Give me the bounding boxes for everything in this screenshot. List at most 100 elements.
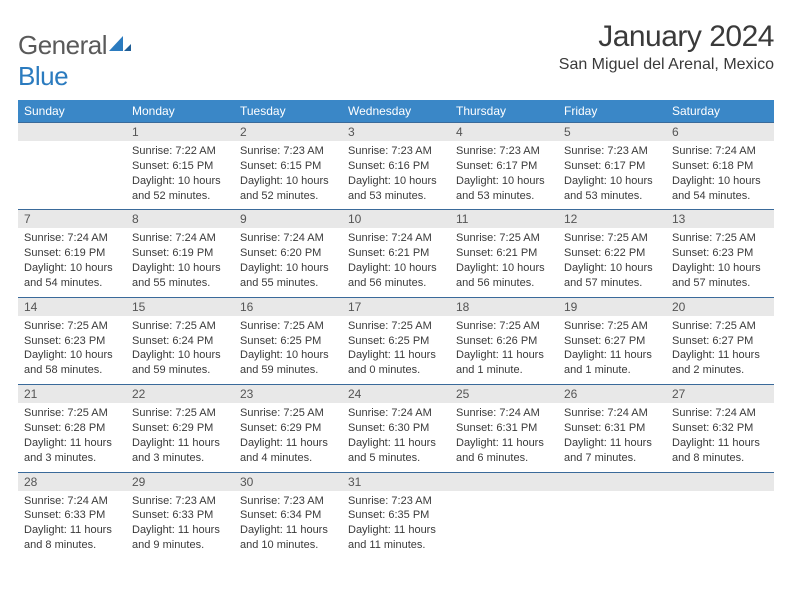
day-info: Sunrise: 7:25 AMSunset: 6:29 PMDaylight:…	[126, 403, 234, 471]
calendar-day-cell: 7Sunrise: 7:24 AMSunset: 6:19 PMDaylight…	[18, 210, 126, 297]
sunrise-line: Sunrise: 7:22 AM	[132, 144, 228, 159]
sunrise-line: Sunrise: 7:25 AM	[456, 231, 552, 246]
calendar-table: SundayMondayTuesdayWednesdayThursdayFrid…	[18, 100, 774, 559]
weekday-header-row: SundayMondayTuesdayWednesdayThursdayFrid…	[18, 100, 774, 123]
sunset-line: Sunset: 6:18 PM	[672, 159, 768, 174]
day-number: 27	[666, 385, 774, 403]
calendar-day-cell: 17Sunrise: 7:25 AMSunset: 6:25 PMDayligh…	[342, 297, 450, 384]
daylight-line: Daylight: 11 hours and 1 minute.	[564, 348, 660, 378]
day-info: Sunrise: 7:25 AMSunset: 6:27 PMDaylight:…	[666, 316, 774, 384]
day-info: Sunrise: 7:23 AMSunset: 6:17 PMDaylight:…	[450, 141, 558, 209]
sunset-line: Sunset: 6:23 PM	[672, 246, 768, 261]
day-number: 23	[234, 385, 342, 403]
calendar-day-cell: 14Sunrise: 7:25 AMSunset: 6:23 PMDayligh…	[18, 297, 126, 384]
sunrise-line: Sunrise: 7:24 AM	[240, 231, 336, 246]
day-info: Sunrise: 7:25 AMSunset: 6:23 PMDaylight:…	[666, 228, 774, 296]
sunrise-line: Sunrise: 7:24 AM	[672, 144, 768, 159]
sunrise-line: Sunrise: 7:24 AM	[132, 231, 228, 246]
calendar-day-cell: 9Sunrise: 7:24 AMSunset: 6:20 PMDaylight…	[234, 210, 342, 297]
sunset-line: Sunset: 6:31 PM	[456, 421, 552, 436]
day-number: 18	[450, 298, 558, 316]
daylight-line: Daylight: 11 hours and 11 minutes.	[348, 523, 444, 553]
day-info: Sunrise: 7:25 AMSunset: 6:25 PMDaylight:…	[234, 316, 342, 384]
daylight-line: Daylight: 11 hours and 10 minutes.	[240, 523, 336, 553]
sunset-line: Sunset: 6:26 PM	[456, 334, 552, 349]
weekday-header: Wednesday	[342, 100, 450, 123]
day-info: Sunrise: 7:24 AMSunset: 6:19 PMDaylight:…	[18, 228, 126, 296]
sunset-line: Sunset: 6:27 PM	[672, 334, 768, 349]
sunset-line: Sunset: 6:25 PM	[240, 334, 336, 349]
daylight-line: Daylight: 10 hours and 53 minutes.	[564, 174, 660, 204]
sunset-line: Sunset: 6:20 PM	[240, 246, 336, 261]
daylight-line: Daylight: 11 hours and 8 minutes.	[672, 436, 768, 466]
calendar-empty-cell	[450, 472, 558, 559]
calendar-day-cell: 28Sunrise: 7:24 AMSunset: 6:33 PMDayligh…	[18, 472, 126, 559]
location-subtitle: San Miguel del Arenal, Mexico	[559, 56, 774, 74]
day-info: Sunrise: 7:24 AMSunset: 6:30 PMDaylight:…	[342, 403, 450, 471]
sunrise-line: Sunrise: 7:23 AM	[564, 144, 660, 159]
day-info: Sunrise: 7:25 AMSunset: 6:24 PMDaylight:…	[126, 316, 234, 384]
calendar-day-cell: 8Sunrise: 7:24 AMSunset: 6:19 PMDaylight…	[126, 210, 234, 297]
calendar-day-cell: 15Sunrise: 7:25 AMSunset: 6:24 PMDayligh…	[126, 297, 234, 384]
sunset-line: Sunset: 6:33 PM	[132, 508, 228, 523]
calendar-day-cell: 31Sunrise: 7:23 AMSunset: 6:35 PMDayligh…	[342, 472, 450, 559]
brand-name-part2: Blue	[18, 61, 68, 91]
day-number: 29	[126, 473, 234, 491]
weekday-header: Friday	[558, 100, 666, 123]
day-number: 9	[234, 210, 342, 228]
calendar-empty-cell	[558, 472, 666, 559]
day-number: 12	[558, 210, 666, 228]
day-info: Sunrise: 7:25 AMSunset: 6:21 PMDaylight:…	[450, 228, 558, 296]
sunset-line: Sunset: 6:17 PM	[456, 159, 552, 174]
daylight-line: Daylight: 10 hours and 57 minutes.	[672, 261, 768, 291]
calendar-day-cell: 13Sunrise: 7:25 AMSunset: 6:23 PMDayligh…	[666, 210, 774, 297]
daylight-line: Daylight: 11 hours and 8 minutes.	[24, 523, 120, 553]
weekday-header: Monday	[126, 100, 234, 123]
day-number	[666, 473, 774, 491]
daylight-line: Daylight: 10 hours and 55 minutes.	[240, 261, 336, 291]
sunset-line: Sunset: 6:29 PM	[132, 421, 228, 436]
calendar-day-cell: 4Sunrise: 7:23 AMSunset: 6:17 PMDaylight…	[450, 123, 558, 210]
day-number: 15	[126, 298, 234, 316]
day-number: 19	[558, 298, 666, 316]
sunset-line: Sunset: 6:27 PM	[564, 334, 660, 349]
day-info: Sunrise: 7:24 AMSunset: 6:21 PMDaylight:…	[342, 228, 450, 296]
day-info: Sunrise: 7:25 AMSunset: 6:28 PMDaylight:…	[18, 403, 126, 471]
sunrise-line: Sunrise: 7:23 AM	[456, 144, 552, 159]
daylight-line: Daylight: 10 hours and 57 minutes.	[564, 261, 660, 291]
sunset-line: Sunset: 6:21 PM	[348, 246, 444, 261]
brand-name-part1: General	[18, 30, 107, 60]
day-number: 13	[666, 210, 774, 228]
brand-sail-icon	[109, 30, 131, 61]
daylight-line: Daylight: 11 hours and 3 minutes.	[24, 436, 120, 466]
calendar-empty-cell	[18, 123, 126, 210]
day-number: 11	[450, 210, 558, 228]
sunset-line: Sunset: 6:30 PM	[348, 421, 444, 436]
calendar-day-cell: 11Sunrise: 7:25 AMSunset: 6:21 PMDayligh…	[450, 210, 558, 297]
calendar-day-cell: 20Sunrise: 7:25 AMSunset: 6:27 PMDayligh…	[666, 297, 774, 384]
day-info: Sunrise: 7:25 AMSunset: 6:27 PMDaylight:…	[558, 316, 666, 384]
weekday-header: Thursday	[450, 100, 558, 123]
day-number	[18, 123, 126, 141]
day-info: Sunrise: 7:24 AMSunset: 6:31 PMDaylight:…	[558, 403, 666, 471]
sunset-line: Sunset: 6:21 PM	[456, 246, 552, 261]
day-info: Sunrise: 7:24 AMSunset: 6:20 PMDaylight:…	[234, 228, 342, 296]
daylight-line: Daylight: 10 hours and 56 minutes.	[348, 261, 444, 291]
sunrise-line: Sunrise: 7:23 AM	[348, 144, 444, 159]
day-number: 10	[342, 210, 450, 228]
daylight-line: Daylight: 10 hours and 53 minutes.	[348, 174, 444, 204]
sunrise-line: Sunrise: 7:23 AM	[240, 494, 336, 509]
sunrise-line: Sunrise: 7:25 AM	[24, 319, 120, 334]
header: GeneralBlue January 2024 San Miguel del …	[18, 20, 774, 92]
sunrise-line: Sunrise: 7:25 AM	[456, 319, 552, 334]
calendar-day-cell: 27Sunrise: 7:24 AMSunset: 6:32 PMDayligh…	[666, 385, 774, 472]
day-number: 8	[126, 210, 234, 228]
sunrise-line: Sunrise: 7:25 AM	[672, 319, 768, 334]
day-number: 25	[450, 385, 558, 403]
day-number: 14	[18, 298, 126, 316]
calendar-empty-cell	[666, 472, 774, 559]
daylight-line: Daylight: 10 hours and 52 minutes.	[132, 174, 228, 204]
calendar-day-cell: 24Sunrise: 7:24 AMSunset: 6:30 PMDayligh…	[342, 385, 450, 472]
sunrise-line: Sunrise: 7:24 AM	[348, 406, 444, 421]
sunrise-line: Sunrise: 7:25 AM	[564, 319, 660, 334]
